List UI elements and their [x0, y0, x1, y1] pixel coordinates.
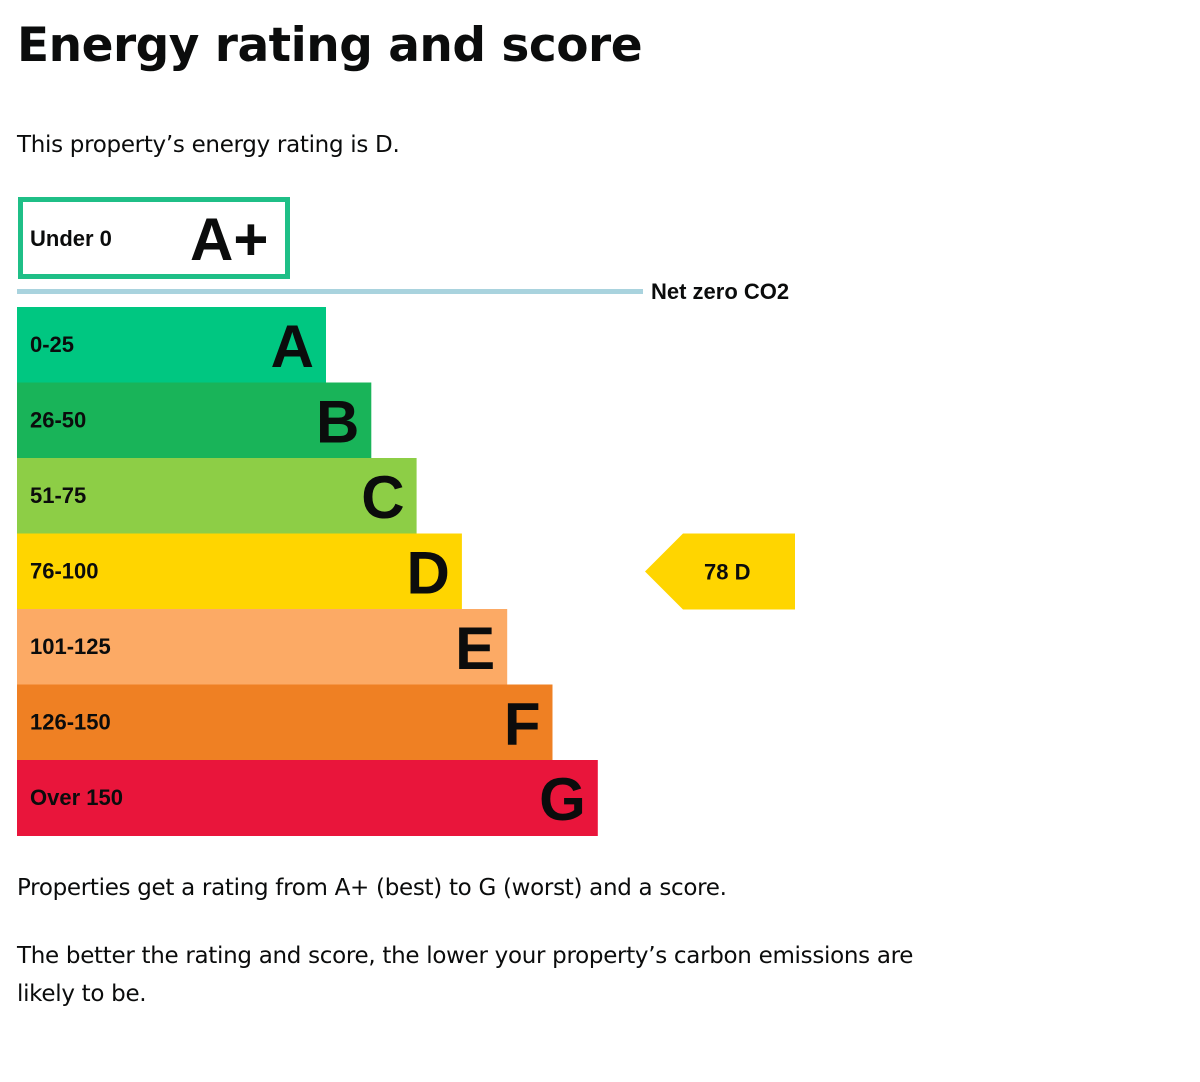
band-letter-d: D — [407, 540, 450, 607]
band-bar-b — [17, 382, 372, 459]
band-letter-f: F — [504, 691, 541, 758]
band-bar-c — [17, 458, 417, 534]
band-range-e: 101-125 — [30, 634, 111, 659]
energy-rating-chart: Under 0 A+ Net zero CO2 0-25 A 26-50 B 51-75 C 76… — [17, 197, 795, 836]
band-range-c: 51-75 — [30, 483, 86, 508]
rating-explanation: Properties get a rating from A+ (best) t… — [17, 875, 727, 901]
band-range-d: 76-100 — [30, 559, 99, 584]
band-range-g: Over 150 — [30, 785, 123, 810]
band-bar-g — [17, 760, 598, 836]
band-range-a: 0-25 — [30, 332, 74, 357]
band-range-f: 126-150 — [30, 710, 111, 735]
band-range-b: 26-50 — [30, 408, 86, 433]
page-title: Energy rating and score — [17, 18, 643, 73]
band-a-plus-letter: A+ — [190, 206, 268, 273]
current-rating-label: 78 D — [704, 560, 750, 585]
band-letter-b: B — [316, 389, 359, 456]
band-a-plus-range: Under 0 — [30, 226, 112, 251]
band-bar-d — [17, 533, 462, 610]
current-rating-arrow — [645, 533, 795, 610]
band-letter-a: A — [271, 313, 314, 380]
band-bar-a — [17, 307, 326, 383]
band-letter-g: G — [539, 766, 586, 833]
net-zero-line — [17, 289, 643, 294]
rating-intro: This property’s energy rating is D. — [17, 132, 400, 158]
band-a-plus-box — [18, 197, 290, 279]
band-bar-f — [17, 684, 553, 761]
band-letter-e: E — [455, 615, 495, 682]
band-bar-e — [17, 609, 508, 685]
band-letter-c: C — [361, 464, 404, 531]
emissions-explanation: The better the rating and score, the low… — [17, 943, 914, 1007]
net-zero-label: Net zero CO2 — [651, 279, 789, 304]
